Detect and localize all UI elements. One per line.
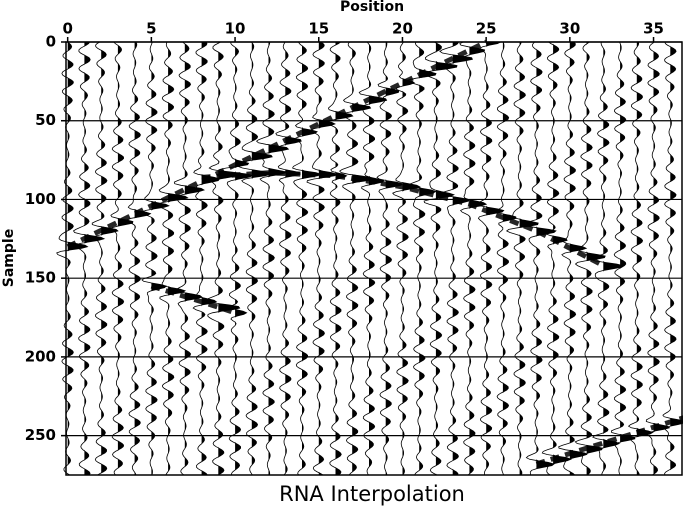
trace-fill [318,42,338,475]
trace [173,41,205,476]
trace [439,41,473,476]
x-tick-label: 25 [476,20,497,38]
trace [422,41,458,476]
trace-fill [235,42,253,475]
x-tick-label: 5 [146,20,156,38]
trace-fill [184,42,204,475]
trace [157,41,189,476]
y-tick-label: 100 [25,190,56,208]
trace-fill [352,42,374,475]
trace-fill [553,42,571,475]
trace [91,41,119,476]
trace-fill [670,42,683,475]
y-tick-label: 0 [46,33,56,51]
trace-fill [402,42,420,475]
trace [476,41,505,476]
trace-fill [469,42,487,475]
trace-fill [519,42,539,475]
trace [392,41,421,476]
trace-fill [134,42,151,475]
trace [141,41,170,476]
trace [110,41,134,476]
trace [205,41,241,476]
trace [627,41,654,476]
x-tick-label: 10 [225,20,246,38]
event [150,283,236,316]
trace [574,41,606,476]
trace [505,41,539,476]
trace-fill [101,42,118,475]
trace-fill [302,42,321,475]
trace [558,41,588,476]
trace [56,41,89,476]
trace-fill [268,42,289,475]
x-tick-label: 30 [559,20,580,38]
trace [645,41,671,476]
x-tick-label: 20 [392,20,413,38]
x-tick-label: 35 [643,20,664,38]
trace [72,41,106,476]
y-tick-label: 250 [25,426,56,444]
trace [541,41,572,476]
trace [662,41,683,476]
x-tick-label: 0 [62,20,72,38]
trace [255,41,290,476]
trace [406,41,437,476]
trace-fill [636,42,653,475]
y-axis-label: Sample [1,229,17,287]
trace [376,41,404,476]
trace [325,41,354,476]
trace-fill [67,42,88,475]
trace [496,41,517,476]
trace [459,41,488,476]
trace [306,41,339,476]
chart-title: RNA Interpolation [279,482,465,506]
trace-fill [536,42,556,475]
trace [192,41,221,476]
trace-fill [586,42,606,475]
trace-fill [285,42,302,475]
y-tick-label: 150 [25,269,56,287]
trace [218,41,255,475]
trace [358,41,388,476]
trace [610,41,636,476]
trace-fill [620,42,635,475]
trace [292,41,323,476]
trace [522,41,557,476]
event [535,415,683,467]
trace-fill [385,42,403,475]
trace-fill [151,42,169,475]
trace-fill [419,42,436,475]
trace [275,41,302,476]
trace [235,41,273,476]
plot-frame [65,41,683,476]
event [66,39,488,249]
event [201,170,605,268]
x-axis-label: Position [340,0,404,15]
x-tick-label: 15 [308,20,329,38]
trace-fill [369,42,387,475]
y-tick-label: 50 [35,111,56,129]
y-tick-label: 200 [25,347,56,365]
trace-fill [435,42,457,475]
trace [126,41,152,476]
